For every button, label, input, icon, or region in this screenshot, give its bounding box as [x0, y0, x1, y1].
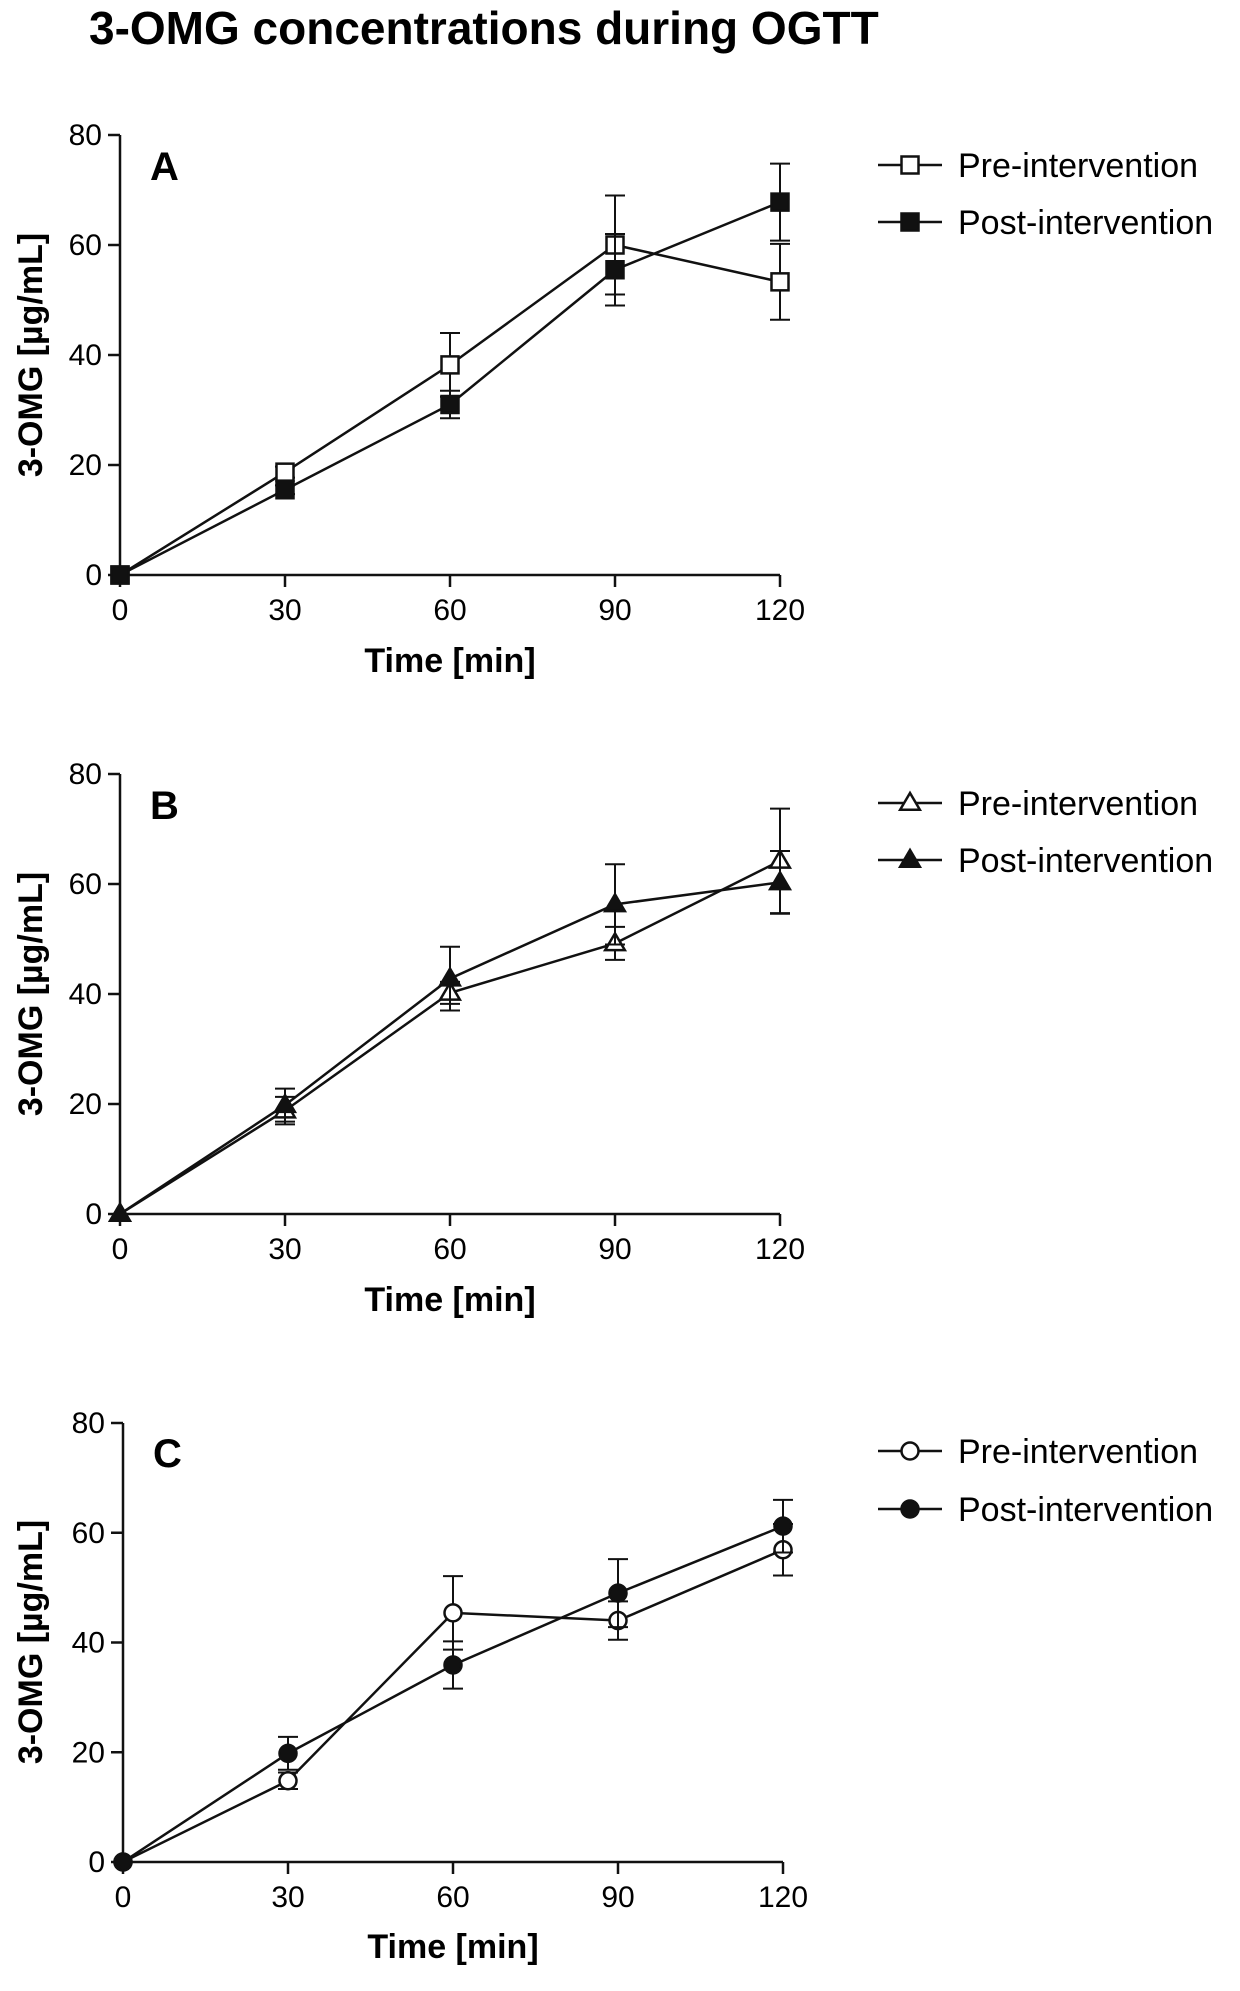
y-tick-label: 80 — [69, 758, 102, 791]
legend-entry: Pre-intervention — [878, 147, 1198, 185]
y-tick-label: 60 — [72, 1517, 105, 1550]
data-point — [107, 1201, 133, 1223]
legend-label: Pre-intervention — [958, 147, 1198, 185]
x-tick-label: 60 — [436, 1881, 469, 1914]
legend-marker — [900, 212, 920, 232]
y-tick-label: 80 — [69, 119, 102, 152]
legend-marker — [897, 790, 923, 812]
data-point — [773, 1516, 793, 1536]
y-tick-label: 20 — [69, 1088, 102, 1121]
y-tick-label: 20 — [69, 449, 102, 482]
data-point — [443, 1655, 463, 1675]
x-tick-label: 90 — [598, 1233, 631, 1266]
chart-panel-a: 0 20 40 60 80 0 30 60 90 120 Time [min] 3-OMG [µg/m… — [12, 119, 1213, 680]
legend-entry: Post-intervention — [878, 1491, 1213, 1529]
series-line — [119, 881, 781, 1216]
legend-entry: Pre-intervention — [878, 785, 1198, 823]
data-point — [278, 1743, 298, 1764]
x-tick-label: 90 — [601, 1881, 634, 1914]
x-axis-title: Time [min] — [364, 642, 535, 680]
series-line — [119, 859, 781, 1216]
panel-letter: A — [150, 145, 179, 189]
x-axis-title: Time [min] — [367, 1928, 538, 1966]
y-axis-title: 3-OMG [µg/mL] — [12, 872, 50, 1116]
y-tick-label: 0 — [85, 559, 102, 592]
x-tick-label: 30 — [271, 1881, 304, 1914]
chart-panel-b: 0 20 40 60 80 0 30 60 90 120 Time [min] 3-OMG [µg/m… — [12, 758, 1213, 1319]
y-tick-label: 80 — [72, 1407, 105, 1440]
x-tick-label: 0 — [112, 594, 129, 627]
x-tick-label: 120 — [755, 594, 805, 627]
y-tick-label: 40 — [72, 1627, 105, 1660]
legend-entry: Post-intervention — [878, 842, 1213, 880]
y-tick-label: 40 — [69, 339, 102, 372]
data-point — [440, 355, 460, 375]
data-point — [770, 192, 790, 212]
x-tick-label: 0 — [115, 1881, 132, 1914]
x-tick-label: 60 — [433, 594, 466, 627]
legend-entry: Post-intervention — [878, 204, 1213, 242]
data-point — [278, 1771, 298, 1791]
y-axis-title: 3-OMG [µg/mL] — [12, 1520, 50, 1764]
x-tick-label: 30 — [268, 1233, 301, 1266]
chart-panel-c: 0 20 40 60 80 0 30 60 90 120 Time [min] 3-OMG [µg/m… — [12, 1407, 1213, 1966]
panel-letter: B — [150, 784, 179, 828]
legend-marker — [900, 1441, 920, 1461]
data-point — [608, 1583, 628, 1603]
data-point — [272, 1092, 298, 1114]
data-point — [437, 966, 463, 987]
series-pre-intervention — [110, 194, 790, 585]
series-post-intervention — [107, 850, 793, 1223]
y-tick-label: 60 — [69, 229, 102, 262]
x-tick-label: 120 — [758, 1881, 808, 1914]
x-axis-title: Time [min] — [364, 1281, 535, 1319]
legend-marker — [900, 155, 920, 175]
data-point — [113, 1852, 133, 1872]
panel-letter: C — [153, 1432, 182, 1476]
data-point — [767, 869, 793, 891]
figure-title: 3-OMG concentrations during OGTT — [89, 2, 879, 54]
data-point — [443, 1603, 463, 1623]
data-point — [275, 480, 295, 500]
legend-entry: Pre-intervention — [878, 1433, 1198, 1471]
legend-label: Post-intervention — [958, 842, 1213, 880]
data-point — [605, 260, 625, 280]
series-pre-intervention — [107, 807, 793, 1223]
legend-label: Pre-intervention — [958, 1433, 1198, 1471]
data-point — [602, 891, 628, 913]
y-axis-title: 3-OMG [µg/mL] — [12, 233, 50, 477]
data-point — [440, 394, 460, 415]
y-tick-label: 60 — [69, 868, 102, 901]
legend-marker — [900, 1499, 920, 1519]
y-tick-label: 40 — [69, 978, 102, 1011]
y-tick-label: 20 — [72, 1736, 105, 1769]
y-tick-label: 0 — [88, 1846, 105, 1879]
data-point — [770, 272, 790, 292]
data-point — [110, 565, 130, 585]
legend-label: Post-intervention — [958, 204, 1213, 242]
series-pre-intervention — [113, 1522, 793, 1872]
legend-marker — [897, 847, 923, 869]
series-post-intervention — [113, 1498, 793, 1872]
x-tick-label: 30 — [268, 594, 301, 627]
x-tick-label: 120 — [755, 1233, 805, 1266]
data-point — [275, 462, 295, 482]
legend-label: Post-intervention — [958, 1491, 1213, 1529]
x-tick-label: 90 — [598, 594, 631, 627]
x-tick-label: 60 — [433, 1233, 466, 1266]
legend-label: Pre-intervention — [958, 785, 1198, 823]
x-tick-label: 0 — [112, 1233, 129, 1266]
series-post-intervention — [110, 162, 790, 585]
y-tick-label: 0 — [85, 1198, 102, 1231]
chart-panels: 0 20 40 60 80 0 30 60 90 120 Time [min] 3-OMG [µg/m… — [12, 119, 1213, 1966]
